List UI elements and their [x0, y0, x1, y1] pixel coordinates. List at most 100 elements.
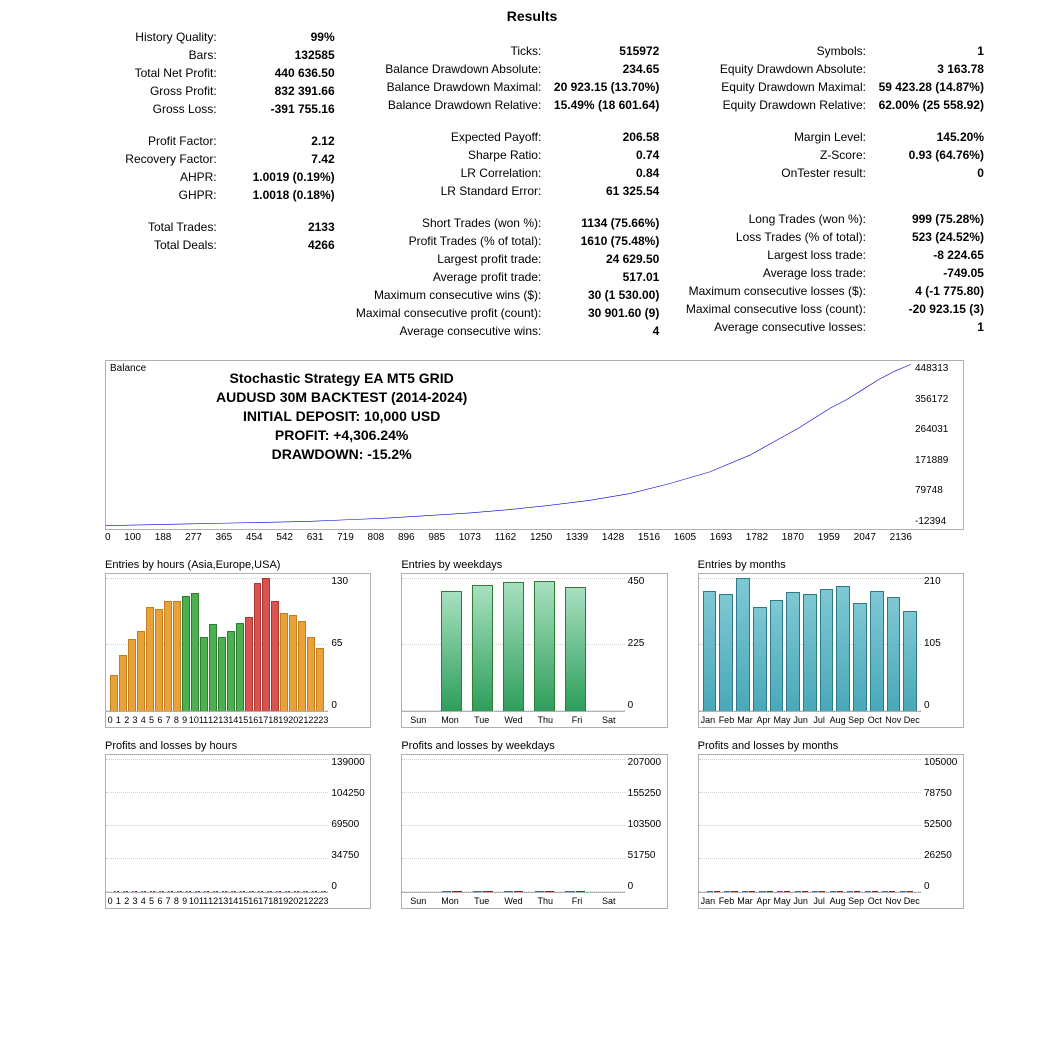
stat-label: Total Trades:: [148, 220, 217, 234]
bar: [903, 611, 917, 711]
bar: [289, 615, 297, 711]
stat-value: 30 (1 530.00): [549, 288, 659, 302]
stat-value: 515972: [549, 44, 659, 58]
stat-label: Average loss trade:: [763, 266, 866, 280]
stat-row: Average consecutive wins: 4: [355, 322, 660, 340]
stat-value: 1134 (75.66%): [549, 216, 659, 230]
stat-row: Maximal consecutive loss (count):-20 923…: [679, 300, 984, 318]
bar: [298, 621, 306, 711]
bar: [770, 600, 784, 711]
stat-value: 440 636.50: [225, 66, 335, 80]
stats-col-3: Symbols:1Equity Drawdown Absolute:3 163.…: [679, 28, 984, 340]
stat-label: Recovery Factor:: [125, 152, 216, 166]
bar: [128, 639, 136, 711]
stat-value: 0.93 (64.76%): [874, 148, 984, 162]
bar: [887, 597, 901, 711]
stat-value: 523 (24.52%): [874, 230, 984, 244]
page-title: Results: [0, 0, 1064, 28]
stat-row: LR Standard Error:61 325.54: [355, 182, 660, 200]
bar: [271, 601, 279, 711]
chart-title: Entries by weekdays: [401, 559, 667, 571]
bar: [200, 637, 208, 711]
stat-value: 7.42: [225, 152, 335, 166]
bar: [753, 607, 767, 712]
stat-row: Maximum consecutive wins ($):30 (1 530.0…: [355, 286, 660, 304]
stat-label: Profit Factor:: [148, 134, 217, 148]
stat-row: Average consecutive losses:1: [679, 318, 984, 336]
stats-col-1: History Quality:99%Bars:132585Total Net …: [30, 28, 335, 340]
stat-value: -391 755.16: [225, 102, 335, 116]
stat-row: Average profit trade: 517.01: [355, 268, 660, 286]
bar: [534, 581, 555, 711]
bar: [836, 586, 850, 711]
stat-value: 0.84: [549, 166, 659, 180]
bar: [736, 578, 750, 711]
stat-value: 20 923.15 (13.70%): [549, 80, 659, 94]
stat-value: 2.12: [225, 134, 335, 148]
chart-title: Entries by months: [698, 559, 964, 571]
stat-value: 517.01: [549, 270, 659, 284]
bar: [236, 623, 244, 711]
bar: [245, 617, 253, 711]
stat-row: Z-Score:0.93 (64.76%): [679, 146, 984, 164]
stat-row: Largest loss trade:-8 224.65: [679, 246, 984, 264]
stat-label: History Quality:: [135, 30, 216, 44]
stat-label: Average consecutive wins:: [399, 324, 541, 338]
stat-label: Total Net Profit:: [135, 66, 217, 80]
chart-title: Profits and losses by hours: [105, 740, 371, 752]
stat-value: 4266: [225, 238, 335, 252]
chart-entries-months: Entries by months JanFebMarAprMayJunJulA…: [698, 559, 964, 728]
balance-yaxis: 44831335617226403117188979748-12394: [911, 361, 963, 529]
bar: [703, 591, 717, 711]
stat-value: 4: [549, 324, 659, 338]
stat-label: Long Trades (won %):: [749, 212, 866, 226]
stat-value: 15.49% (18 601.64): [549, 98, 659, 112]
stat-row: Ticks:515972: [355, 42, 660, 60]
bar: [870, 591, 884, 711]
bar: [155, 609, 163, 711]
stat-row: Symbols:1: [679, 42, 984, 60]
stat-row: Maximum consecutive losses ($):4 (-1 775…: [679, 282, 984, 300]
stat-row: AHPR:1.0019 (0.19%): [30, 168, 335, 186]
stat-row: Maximal consecutive profit (count):30 90…: [355, 304, 660, 322]
chart-entries-hours: Entries by hours (Asia,Europe,USA) 01234…: [105, 559, 371, 728]
stat-value: 0.74: [549, 148, 659, 162]
stat-value: 0: [874, 166, 984, 180]
bar: [137, 631, 145, 711]
stat-label: Sharpe Ratio:: [468, 148, 541, 162]
bar: [280, 613, 288, 711]
stat-value: 999 (75.28%): [874, 212, 984, 226]
stats-col-2: Ticks:515972Balance Drawdown Absolute:23…: [355, 28, 660, 340]
stat-value: 61 325.54: [549, 184, 659, 198]
bar: [209, 624, 217, 711]
stat-value: 832 391.66: [225, 84, 335, 98]
stat-row: Equity Drawdown Relative:62.00% (25 558.…: [679, 96, 984, 114]
stat-label: LR Correlation:: [461, 166, 542, 180]
stat-row: Profit Trades (% of total):1610 (75.48%): [355, 232, 660, 250]
stat-row: Balance Drawdown Maximal: 20 923.15 (13.7…: [355, 78, 660, 96]
bar: [565, 587, 586, 711]
stat-label: Balance Drawdown Relative:: [388, 98, 541, 112]
stat-label: Balance Drawdown Maximal:: [387, 80, 542, 94]
chart-entries-weekdays: Entries by weekdays SunMonTueWedThuFriSa…: [401, 559, 667, 728]
stat-row: Total Net Profit: 440 636.50: [30, 64, 335, 82]
bar: [316, 648, 324, 711]
stat-label: OnTester result:: [781, 166, 866, 180]
bar: [254, 583, 262, 711]
stat-row: Long Trades (won %): 999 (75.28%): [679, 210, 984, 228]
bar: [262, 578, 270, 711]
stat-row: Equity Drawdown Absolute:3 163.78: [679, 60, 984, 78]
stat-value: 145.20%: [874, 130, 984, 144]
stats-grid: History Quality:99%Bars:132585Total Net …: [0, 28, 1064, 350]
stat-value: 30 901.60 (9): [549, 306, 659, 320]
stat-value: 132585: [225, 48, 335, 62]
stat-label: Loss Trades (% of total):: [736, 230, 866, 244]
bar: [853, 603, 867, 711]
stat-label: Average profit trade:: [433, 270, 542, 284]
stat-row: Balance Drawdown Absolute:234.65: [355, 60, 660, 78]
stat-value: 3 163.78: [874, 62, 984, 76]
chart-title: Entries by hours (Asia,Europe,USA): [105, 559, 371, 571]
bar: [441, 591, 462, 711]
stat-row: OnTester result: 0: [679, 164, 984, 182]
bar: [472, 585, 493, 711]
